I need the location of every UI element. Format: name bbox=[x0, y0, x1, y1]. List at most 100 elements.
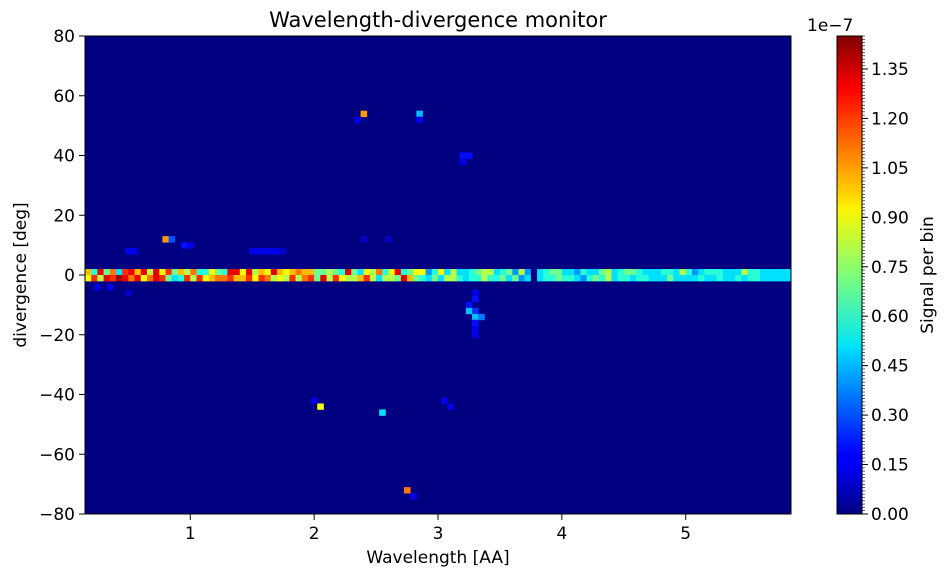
heatmap-cell bbox=[481, 269, 488, 276]
heatmap-cell bbox=[400, 269, 408, 276]
heatmap-cell bbox=[295, 275, 303, 282]
heatmap-cell bbox=[524, 269, 532, 276]
heatmap-cell bbox=[580, 269, 588, 276]
heatmap-cell bbox=[648, 269, 656, 276]
heatmap-cell bbox=[97, 275, 104, 282]
heatmap-cell bbox=[246, 275, 253, 282]
heatmap-cell bbox=[685, 269, 693, 276]
heatmap-cell bbox=[122, 275, 129, 282]
heatmap-cell bbox=[629, 269, 637, 276]
heatmap-cell bbox=[388, 269, 396, 276]
heatmap-cell bbox=[376, 269, 383, 276]
heatmap-cell bbox=[642, 275, 649, 282]
y-tick-label: −60 bbox=[39, 445, 75, 465]
heatmap-cell bbox=[187, 242, 194, 249]
heatmap-cell bbox=[605, 275, 612, 282]
heatmap-cell bbox=[252, 269, 259, 276]
heatmap-cell bbox=[459, 158, 467, 165]
heatmap-cell bbox=[586, 275, 594, 282]
heatmap-cell bbox=[125, 248, 132, 255]
heatmap-cell bbox=[258, 275, 265, 282]
y-tick-label: −80 bbox=[39, 505, 75, 525]
heatmap-cell bbox=[549, 269, 557, 276]
heatmap-cell bbox=[115, 269, 123, 276]
heatmap-cell bbox=[419, 275, 427, 282]
heatmap-cell bbox=[94, 283, 101, 291]
heatmap-cell bbox=[648, 275, 656, 282]
heatmap-cell bbox=[642, 269, 649, 276]
heatmap-cell bbox=[413, 269, 420, 276]
heatmap-cell bbox=[710, 269, 718, 276]
heatmap-cell bbox=[345, 269, 352, 276]
heatmap-cell bbox=[778, 275, 786, 282]
x-tick-label: 4 bbox=[556, 524, 567, 544]
heatmap-cell bbox=[425, 269, 433, 276]
heatmap-cell bbox=[122, 269, 129, 276]
heatmap-cell bbox=[555, 275, 563, 282]
heatmap-cell bbox=[465, 307, 473, 315]
heatmap-cell bbox=[462, 275, 470, 282]
heatmap-cell bbox=[128, 275, 135, 282]
heatmap-cell bbox=[345, 275, 352, 282]
heatmap-cell bbox=[134, 275, 142, 282]
colorbar-exponent: 1e−7 bbox=[807, 16, 853, 36]
heatmap-cell bbox=[431, 275, 439, 282]
y-tick-label: −40 bbox=[39, 386, 75, 406]
heatmap-cell bbox=[91, 269, 98, 276]
heatmap-cell bbox=[326, 269, 334, 276]
heatmap-cell bbox=[376, 275, 383, 282]
heatmap-cell bbox=[332, 269, 340, 276]
heatmap-cell bbox=[568, 269, 575, 276]
heatmap-cell bbox=[543, 275, 550, 282]
heatmap-cell bbox=[561, 269, 569, 276]
heatmap-cell bbox=[636, 275, 643, 282]
heatmap-cell bbox=[246, 269, 253, 276]
heatmap-cell bbox=[772, 269, 780, 276]
heatmap-cell bbox=[512, 275, 519, 282]
heatmap-cell bbox=[459, 152, 467, 159]
heatmap-cell bbox=[472, 289, 479, 297]
heatmap-cell bbox=[140, 269, 148, 276]
heatmap-cell bbox=[394, 269, 402, 276]
colorbar-tick-label: 0.90 bbox=[871, 208, 909, 228]
heatmap-cell bbox=[543, 269, 550, 276]
heatmap-cell bbox=[568, 275, 575, 282]
heatmap-cell bbox=[530, 269, 538, 276]
heatmap-cell bbox=[357, 275, 365, 282]
colorbar-tick-label: 1.35 bbox=[871, 60, 909, 80]
heatmap-cell bbox=[766, 275, 773, 282]
heatmap-cell bbox=[307, 275, 315, 282]
heatmap-cell bbox=[698, 269, 705, 276]
heatmap-cell bbox=[741, 275, 749, 282]
heatmap-cell bbox=[388, 275, 396, 282]
heatmap-cell bbox=[410, 493, 417, 500]
heatmap-cell bbox=[153, 275, 160, 282]
heatmap-cell bbox=[524, 275, 532, 282]
heatmap-cell bbox=[146, 275, 154, 282]
heatmap-cell bbox=[159, 275, 166, 282]
heatmap-cell bbox=[710, 275, 718, 282]
heatmap-cell bbox=[171, 275, 179, 282]
heatmap-cell bbox=[462, 269, 470, 276]
heatmap-cell bbox=[685, 275, 693, 282]
heatmap-cell bbox=[326, 275, 334, 282]
heatmap-cell bbox=[264, 275, 272, 282]
heatmap-cell bbox=[267, 248, 275, 255]
plot-area bbox=[84, 35, 792, 515]
heatmap-cell bbox=[196, 269, 204, 276]
heatmap-cell bbox=[438, 275, 445, 282]
heatmap-cell bbox=[468, 269, 476, 276]
heatmap-cell bbox=[360, 110, 368, 118]
heatmap-cell bbox=[667, 275, 674, 282]
heatmap-cell bbox=[249, 248, 256, 255]
heatmap-cell bbox=[233, 269, 241, 276]
heatmap-cell bbox=[735, 269, 742, 276]
heatmap-cell bbox=[400, 275, 408, 282]
heatmap-cell bbox=[85, 269, 92, 276]
heatmap-cell bbox=[691, 275, 699, 282]
heatmap-cell bbox=[493, 269, 501, 276]
heatmap-cell bbox=[778, 269, 786, 276]
heatmap-cell bbox=[599, 275, 606, 282]
heatmap-cell bbox=[530, 275, 538, 282]
